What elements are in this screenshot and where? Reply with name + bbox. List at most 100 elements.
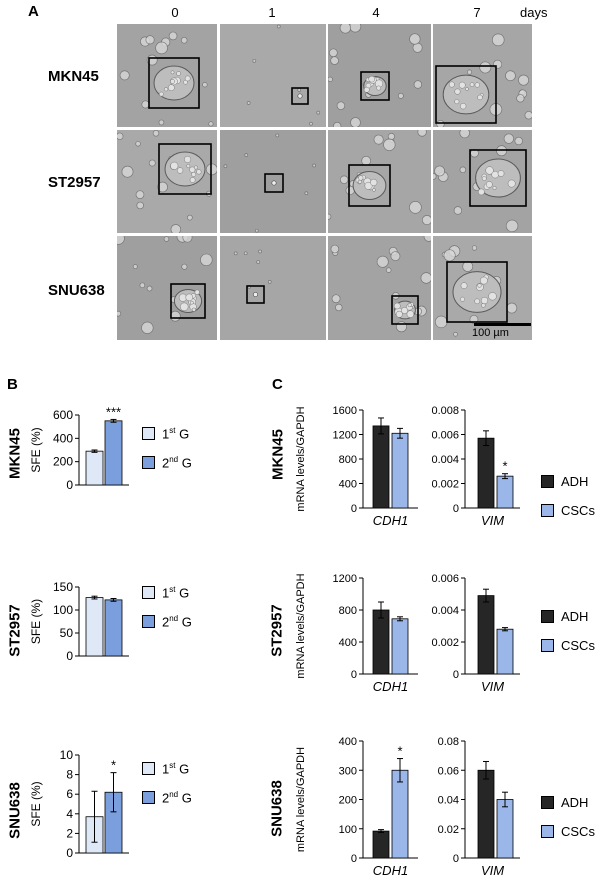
bar [391,618,409,675]
x-axis-label: VIM [481,863,504,878]
y-tick-label: 1600 [333,405,357,417]
panel-c-row-mkn45: MKN45 [269,429,287,480]
significance-marker: * [397,744,402,759]
legend-g1-label: 1st G [162,761,190,777]
micrograph-image [435,33,532,127]
x-axis-label: VIM [481,679,504,694]
micrograph-cell [220,24,326,127]
legend-adh-label: ADH [561,474,589,489]
y-tick-label: 0.008 [431,405,459,417]
day-label-7: 7 [473,5,481,20]
chart-b-snu638: 0 2 4 6 8 10 * SFE (%) [29,748,129,860]
x-axis-label: CDH1 [373,513,408,528]
significance-marker: *** [106,404,121,419]
legend-swatch-g2 [142,456,155,470]
legend-swatch-cscs [541,825,554,838]
panel-c-letter: C [272,376,283,393]
micrograph-cell [433,24,532,127]
day-label-0: 0 [171,5,179,20]
micrograph-image [119,31,214,127]
micrograph-image [246,24,321,126]
focus-box [264,173,284,193]
scale-bar-label: 100 µm [472,327,509,339]
focus-box [391,295,419,325]
chart-c-snu638-cdh1: 0 100 200 300 400 * mRNA levels/GAPDH CDH1 [295,736,418,878]
y-tick-label: 0.006 [431,430,459,442]
legend-b1-g2: 2nd G [142,455,192,470]
y-axis-label: SFE (%) [29,599,43,644]
micrograph-image [433,130,527,233]
micrograph-cell [328,236,431,340]
significance-marker: * [111,758,116,773]
y-tick-label: 1200 [333,430,357,442]
y-tick-label: 4 [66,807,73,821]
y-tick-label: 400 [339,479,357,491]
legend-swatch-g1 [142,586,155,600]
legend-adh-label: ADH [561,609,589,624]
micrograph-cell [117,236,217,340]
legend-c3-cscs: CSCs [541,824,595,839]
y-tick-label: 100 [53,603,73,617]
micrograph-image [434,245,518,337]
legend-b3-g1: 1st G [142,761,189,776]
legend-b2-g1: 1st G [142,585,189,600]
bar [496,799,514,859]
y-tick-label: 0 [66,649,73,663]
legend-c2-cscs: CSCs [541,638,595,653]
y-tick-label: 2 [66,826,73,840]
panel-c-row-st2957: ST2957 [268,604,286,657]
y-tick-label: 0.004 [431,605,459,617]
micrograph-image [223,133,317,233]
legend-b3-g2: 2nd G [142,790,192,805]
micrograph-image [330,236,431,333]
y-tick-label: 0.002 [431,479,459,491]
days-unit-label: days [520,5,548,20]
y-tick-label: 300 [339,765,357,777]
chart-c-mkn45-vim: 0 0.002 0.004 0.006 0.008 * VIM [431,405,520,528]
micrograph-cell [328,24,431,127]
micrograph-image [328,130,431,226]
legend-swatch-adh [541,610,554,623]
x-axis-label: CDH1 [373,863,408,878]
focus-box [348,164,391,207]
y-tick-label: 6 [66,787,73,801]
focus-box [246,285,265,304]
panel-c-row-snu638: SNU638 [268,780,286,837]
bar [477,769,495,859]
micrograph-cell [433,236,532,340]
y-tick-label: 0 [453,503,459,515]
micrograph-cell [220,236,326,340]
bar [85,450,104,486]
bar [372,830,390,859]
day-label-4: 4 [372,5,380,20]
focus-box [446,261,508,323]
micrograph-image [117,236,213,334]
legend-g2-label: 2nd G [162,790,192,806]
legend-g2-label: 2nd G [162,614,192,630]
legend-adh-label: ADH [561,795,589,810]
legend-swatch-g2 [142,791,155,805]
y-tick-label: 50 [60,626,74,640]
y-tick-label: 0.002 [431,637,459,649]
bar [104,599,123,657]
legend-g1-label: 1st G [162,426,190,442]
focus-box [148,57,200,109]
focus-box [291,87,309,105]
y-tick-label: 10 [60,748,74,762]
chart-b-st2957: 0 50 100 150 SFE (%) [29,580,129,663]
y-tick-label: 0 [351,669,357,681]
x-axis-label: VIM [481,513,504,528]
bar [477,595,495,675]
y-tick-label: 150 [53,580,73,594]
bar [391,769,409,859]
focus-box [360,71,390,101]
y-tick-label: 0 [66,846,73,860]
x-axis-label: CDH1 [373,679,408,694]
legend-g2-label: 2nd G [162,455,192,471]
legend-c3-adh: ADH [541,795,588,810]
y-tick-label: 600 [53,408,73,422]
legend-swatch-g2 [142,615,155,629]
y-axis-label: mRNA levels/GAPDH [295,573,307,678]
micrograph-cell [433,130,532,233]
legend-c1-adh: ADH [541,474,588,489]
